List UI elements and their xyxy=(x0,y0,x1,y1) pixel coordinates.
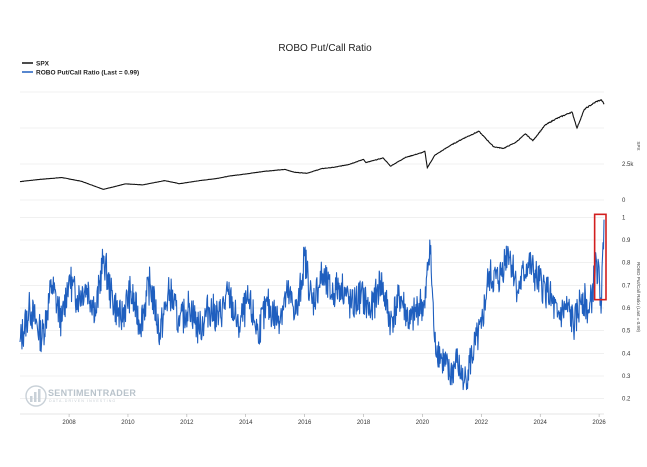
sentimentrader-logo: SENTIMENTRADER DATA-DRIVEN INVESTING xyxy=(25,385,136,407)
x-tick-label: 2012 xyxy=(180,420,194,426)
robo-panel xyxy=(19,213,607,391)
x-tick-label: 2016 xyxy=(298,420,312,426)
x-tick-label: 2024 xyxy=(534,420,548,426)
robo-axis-title: ROBO Put/Call Ratio (Last = 0.99) xyxy=(636,262,641,333)
logo-name: SENTIMENTRADER xyxy=(48,388,136,398)
robo-y-tick-label: 0.4 xyxy=(622,351,631,357)
highlight-box xyxy=(593,213,607,301)
x-tick-label: 2020 xyxy=(416,420,430,426)
robo-y-tick-label: 0.3 xyxy=(622,374,631,380)
x-tick-label: 2022 xyxy=(475,420,489,426)
x-tick-label: 2008 xyxy=(62,420,76,426)
spx-y-tick-label: 0 xyxy=(622,198,626,204)
logo-icon xyxy=(25,385,47,407)
robo-y-tick-label: 1 xyxy=(622,215,626,221)
chart-title: ROBO Put/Call Ratio xyxy=(278,43,372,54)
robo-y-tick-label: 0.7 xyxy=(622,283,631,289)
robo-y-tick-label: 0.2 xyxy=(622,397,631,403)
axes: 0 2.5k SPX 0.2 0.3 0.4 0.5 0.6 0.7 0.8 0.9 1 ROBO Pu… xyxy=(20,141,641,426)
robo-y-tick-label: 0.9 xyxy=(622,238,631,244)
robo-y-tick-label: 0.5 xyxy=(622,329,631,335)
x-tick-label: 2010 xyxy=(121,420,135,426)
spx-panel xyxy=(19,99,605,190)
x-tick-label: 2014 xyxy=(239,420,253,426)
robo-y-tick-label: 0.6 xyxy=(622,306,631,312)
robo-series-line xyxy=(19,219,605,391)
logo-tagline: DATA-DRIVEN INVESTING xyxy=(49,399,116,403)
robo-y-tick-label: 0.8 xyxy=(622,261,631,267)
legend-label-robo: ROBO Put/Call Ratio (Last = 0.99) xyxy=(36,70,139,77)
x-tick-label: 2026 xyxy=(592,420,606,426)
spx-y-tick-label: 2.5k xyxy=(622,162,634,168)
legend: SPX ROBO Put/Call Ratio (Last = 0.99) xyxy=(22,61,139,77)
legend-label-spx: SPX xyxy=(36,61,50,68)
spx-axis-title: SPX xyxy=(636,141,641,150)
x-tick-label: 2018 xyxy=(357,420,371,426)
spx-series-line xyxy=(19,99,605,190)
